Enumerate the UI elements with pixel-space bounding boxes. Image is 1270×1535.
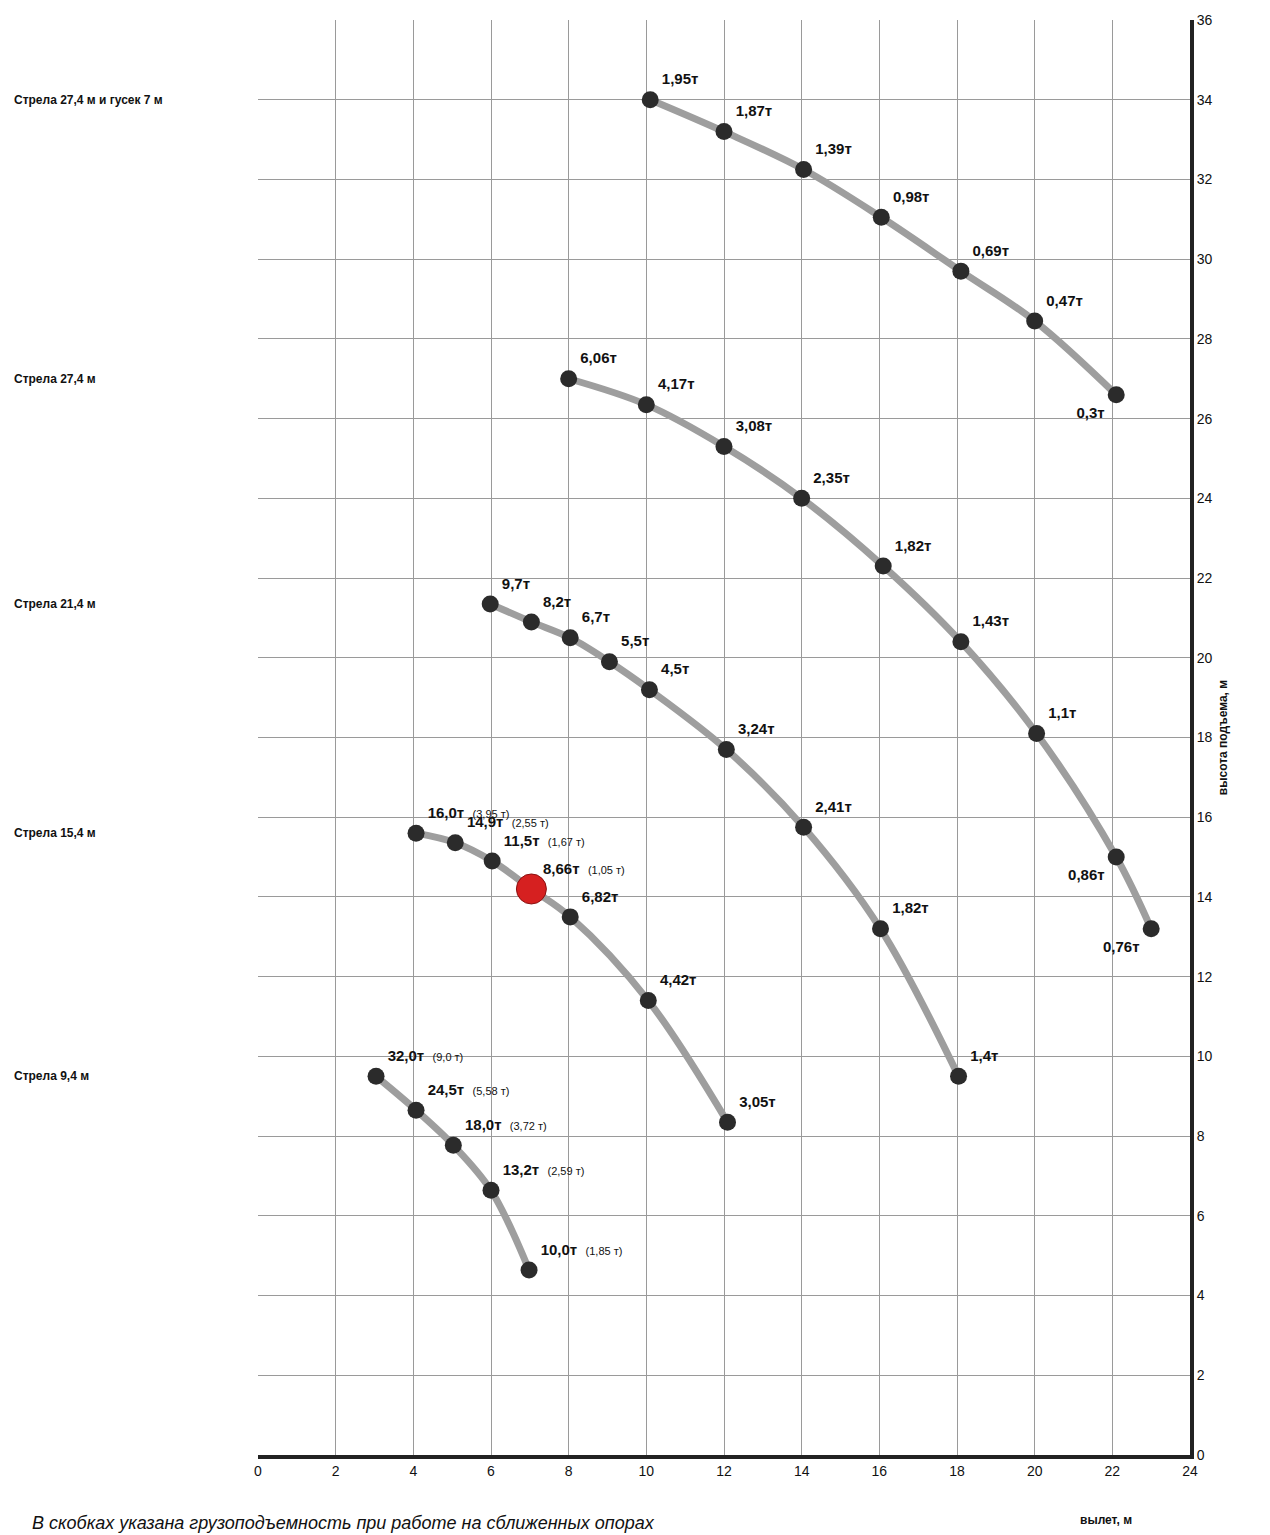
svg-text:16: 16 [1197,809,1213,825]
svg-text:В скобках указана грузоподъемн: В скобках указана грузоподъемность при р… [32,1513,655,1533]
svg-text:26: 26 [1197,411,1213,427]
svg-text:3,05т: 3,05т [739,1093,776,1110]
svg-text:14: 14 [1197,889,1213,905]
svg-text:6,06т: 6,06т [580,349,617,366]
svg-text:3,24т: 3,24т [738,720,775,737]
svg-text:11,5т (1,67 т): 11,5т (1,67 т) [504,832,585,849]
svg-text:14: 14 [794,1463,810,1479]
svg-text:1,82т: 1,82т [892,899,929,916]
svg-text:1,4т: 1,4т [970,1047,998,1064]
svg-text:2: 2 [332,1463,340,1479]
svg-text:14,9т (2,55 т): 14,9т (2,55 т) [467,813,549,830]
svg-text:8,2т: 8,2т [543,593,571,610]
svg-text:Стрела 15,4 м: Стрела 15,4 м [14,826,96,840]
svg-text:28: 28 [1197,331,1213,347]
svg-text:6: 6 [487,1463,495,1479]
svg-text:20: 20 [1197,650,1213,666]
svg-text:6,7т: 6,7т [582,608,610,625]
svg-text:2,35т: 2,35т [813,469,850,486]
svg-text:16,0т (3,95 т): 16,0т (3,95 т) [428,804,510,821]
svg-text:32,0т (9,0 т): 32,0т (9,0 т) [388,1047,464,1064]
svg-text:8: 8 [565,1463,573,1479]
svg-text:8,66т (1,05 т): 8,66т (1,05 т) [543,860,625,877]
svg-text:вылет, м: вылет, м [1080,1513,1132,1527]
svg-text:12: 12 [716,1463,732,1479]
svg-text:6: 6 [1197,1208,1205,1224]
svg-text:1,39т: 1,39т [815,140,852,157]
svg-text:10,0т (1,85 т): 10,0т (1,85 т) [541,1241,623,1258]
svg-text:20: 20 [1027,1463,1043,1479]
svg-text:1,95т: 1,95т [662,70,699,87]
svg-text:Стрела 9,4 м: Стрела 9,4 м [14,1069,89,1083]
svg-text:0,3т: 0,3т [1076,404,1104,421]
svg-text:4,42т: 4,42т [660,971,697,988]
svg-text:13,2т (2,59 т): 13,2т (2,59 т) [503,1161,585,1178]
svg-text:1,87т: 1,87т [736,102,773,119]
svg-text:0,86т: 0,86т [1068,866,1105,883]
svg-text:18: 18 [1197,729,1213,745]
svg-text:4: 4 [409,1463,417,1479]
svg-text:16: 16 [872,1463,888,1479]
svg-text:24,5т (5,58 т): 24,5т (5,58 т) [428,1081,510,1098]
svg-text:24: 24 [1182,1463,1198,1479]
svg-text:34: 34 [1197,92,1213,108]
svg-text:Стрела 27,4 м и гусек 7 м: Стрела 27,4 м и гусек 7 м [14,93,163,107]
svg-text:10: 10 [1197,1048,1213,1064]
svg-text:2: 2 [1197,1367,1205,1383]
svg-text:1,82т: 1,82т [895,537,932,554]
svg-text:1,43т: 1,43т [973,612,1010,629]
svg-text:0,69т: 0,69т [973,242,1010,259]
svg-text:9,7т: 9,7т [502,575,530,592]
svg-text:0,76т: 0,76т [1103,938,1140,955]
svg-text:4,5т: 4,5т [661,660,689,677]
svg-text:10: 10 [639,1463,655,1479]
svg-text:Стрела 27,4 м: Стрела 27,4 м [14,372,96,386]
svg-text:30: 30 [1197,251,1213,267]
svg-text:0,47т: 0,47т [1046,292,1083,309]
svg-text:1,1т: 1,1т [1048,704,1076,721]
svg-text:24: 24 [1197,490,1213,506]
svg-text:6,82т: 6,82т [582,888,619,905]
svg-text:4: 4 [1197,1287,1205,1303]
svg-text:32: 32 [1197,171,1213,187]
svg-text:2,41т: 2,41т [815,798,852,815]
svg-text:0,98т: 0,98т [893,188,930,205]
svg-text:4,17т: 4,17т [658,375,695,392]
svg-text:0: 0 [254,1463,262,1479]
svg-text:22: 22 [1105,1463,1121,1479]
svg-text:18,0т (3,72 т): 18,0т (3,72 т) [465,1116,547,1133]
svg-text:5,5т: 5,5т [621,632,649,649]
svg-text:0: 0 [1197,1447,1205,1463]
svg-text:Стрела 21,4 м: Стрела 21,4 м [14,597,96,611]
svg-text:22: 22 [1197,570,1213,586]
svg-text:12: 12 [1197,969,1213,985]
svg-text:8: 8 [1197,1128,1205,1144]
svg-text:3,08т: 3,08т [736,417,773,434]
svg-text:18: 18 [949,1463,965,1479]
svg-text:высота подъема, м: высота подъема, м [1216,680,1230,795]
svg-text:36: 36 [1197,12,1213,28]
